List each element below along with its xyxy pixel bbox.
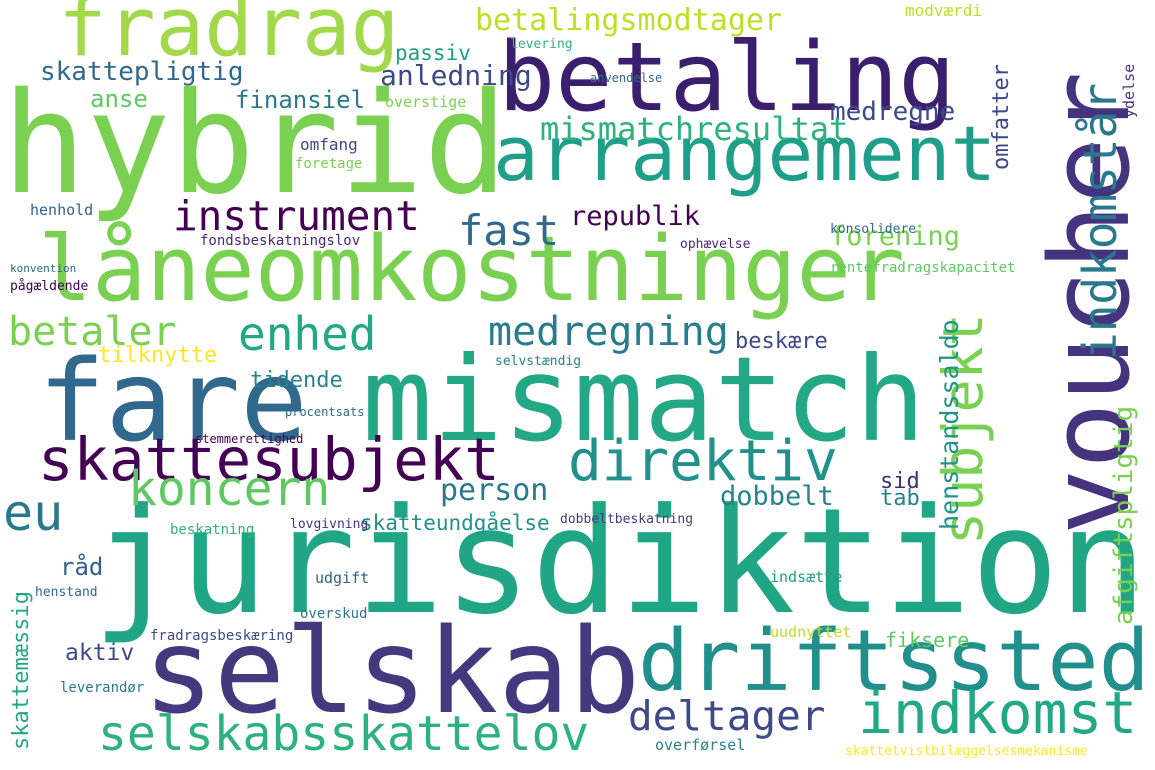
word: beskære (735, 329, 828, 354)
word: dobbelt (720, 481, 834, 512)
word: selvstændig (495, 354, 581, 369)
word: beskatning (170, 522, 254, 538)
word: jurisdiktion (92, 477, 1147, 647)
word: rentefradragskapacitet (830, 260, 1015, 276)
word: konsolidere (830, 222, 916, 237)
word: udgift (315, 569, 369, 587)
word: medregne (830, 97, 955, 127)
word: betaler (8, 309, 177, 355)
word: mismatch (362, 331, 926, 468)
word: fare (38, 337, 308, 467)
word: republik (570, 201, 700, 232)
word: råd (60, 552, 103, 581)
word: overskud (300, 606, 367, 622)
word: indkomst (858, 679, 1137, 747)
word: selskabsskattelov (98, 706, 589, 762)
word: dobbeltbeskatning (560, 512, 693, 527)
word: pågældende (10, 279, 88, 294)
word: direktiv (568, 429, 838, 494)
word: instrument (173, 192, 420, 240)
word: henstandssaldo (935, 319, 964, 530)
word: modværdi (905, 1, 982, 20)
word: skattesubjekt (38, 425, 500, 494)
word: leverandør (60, 680, 144, 696)
word: forening (830, 221, 960, 252)
word: tilknytte (98, 343, 217, 368)
word: omfang (300, 135, 358, 154)
word: indsætte (770, 568, 842, 586)
word: koncern (128, 461, 330, 517)
word: henstand (35, 585, 98, 600)
word: ophævelse (680, 237, 751, 252)
word: procentsats (285, 405, 364, 419)
word: sid (880, 469, 920, 494)
word: fiksere (885, 628, 969, 652)
word: eu (3, 484, 63, 542)
word: låneomkostninger (38, 217, 905, 322)
word: deltager (628, 692, 825, 740)
word: foretage (295, 156, 362, 172)
word: skatteundgåelse (360, 510, 550, 535)
word: selskab (143, 602, 640, 740)
word: indkomstår (1073, 83, 1127, 360)
word: overstige (385, 93, 466, 111)
word: uudnyttet (770, 623, 851, 641)
word: hybrid (2, 63, 508, 226)
word: fradrag (58, 0, 399, 75)
word: person (440, 473, 548, 508)
word: henhold (30, 201, 93, 219)
word: fondsbeskatningslov (200, 233, 360, 249)
word: ydelse (1120, 64, 1138, 118)
word: tab (880, 486, 920, 511)
word: aktiv (65, 640, 134, 666)
word: anvendelse (590, 71, 662, 85)
word: subjekt (931, 313, 995, 545)
word: skattetvistbilæggelsesmekanisme (845, 744, 1088, 759)
word: levering (510, 37, 573, 52)
word: fradragsbeskæring (150, 628, 293, 644)
word: afgiftspligtig (1109, 406, 1139, 625)
word: konvention (10, 262, 76, 275)
word: fast (458, 206, 559, 255)
word: betaling (498, 23, 956, 133)
word: mismatchresultat (540, 110, 848, 148)
word: passiv (395, 41, 471, 65)
word: tidende (250, 368, 343, 393)
word: arrangement (493, 109, 996, 198)
word: omfatter (989, 64, 1014, 170)
word: skattemæssig (9, 591, 34, 750)
word: voucher (1026, 71, 1154, 535)
word: enhed (238, 307, 376, 361)
word: stemmerettighed (195, 432, 303, 446)
word: lovgivning (290, 517, 368, 532)
word: medregning (488, 309, 729, 355)
word: driftssted (638, 612, 1150, 711)
word: betalingsmodtager (475, 3, 782, 38)
word: anledning (380, 59, 532, 92)
word: finansiel (235, 86, 365, 114)
word: overførsel (655, 736, 745, 754)
word: skattepligtig (40, 57, 244, 87)
word: anse (90, 85, 148, 113)
